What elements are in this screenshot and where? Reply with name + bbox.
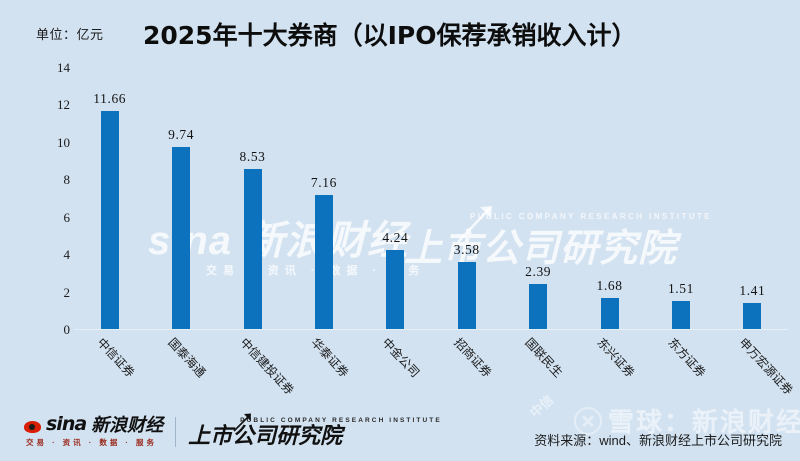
bar-value-label: 1.41 — [739, 282, 766, 298]
bar-value-label: 1.68 — [596, 277, 623, 293]
bar-value-label: 8.53 — [239, 149, 266, 165]
sina-eye-icon — [24, 419, 41, 433]
footer-brands: sina 新浪财经 交易 · 资讯 · 数据 · 服务 PUBLIC COMPA… — [24, 413, 442, 448]
x-label-slot: 中信证券 — [74, 332, 145, 402]
chart-title: 2025年十大券商（以IPO保荐承销收入计） — [143, 21, 637, 50]
bar-slot: 1.68 — [574, 60, 645, 329]
plot-area: 0 2 4 6 8 10 12 14 11.66 9.74 8.53 7.16 4.24 3.58 2.3… — [0, 60, 800, 337]
x-axis-labels: 中信证券 国泰海通 中信建投证券 华泰证券 中金公司 招商证券 国联民生 东兴证券 东方证券 申万… — [74, 332, 796, 402]
y-axis-tick: 12 — [57, 97, 70, 113]
x-label-slot: 招商证券 — [431, 332, 502, 402]
bar-series: 11.66 9.74 8.53 7.16 4.24 3.58 2.39 1.68 1.51 1.4… — [74, 60, 788, 329]
bar-value-label: 7.16 — [310, 175, 337, 191]
x-label-slot: 国泰海通 — [145, 332, 216, 402]
bar[interactable]: 1.51 — [668, 281, 693, 329]
axis-baseline — [74, 329, 788, 330]
bar-slot: 4.24 — [360, 60, 431, 329]
y-axis-tick: 0 — [63, 322, 71, 337]
bar-slot: 8.53 — [217, 60, 288, 329]
bar-value-label: 4.24 — [382, 229, 409, 245]
x-label-slot: 华泰证券 — [288, 332, 359, 402]
bar[interactable]: 7.16 — [311, 175, 336, 329]
y-axis-tick: 10 — [57, 134, 70, 150]
bar-slot: 2.39 — [502, 60, 573, 329]
bar[interactable]: 1.41 — [739, 283, 765, 329]
bar-value-label: 2.39 — [525, 264, 552, 280]
bar-slot: 11.66 — [74, 60, 145, 329]
bar[interactable]: 1.68 — [597, 278, 622, 329]
bar[interactable]: 4.24 — [382, 230, 408, 329]
sina-wordmark: sina — [46, 413, 87, 435]
footer-divider — [175, 416, 177, 447]
x-axis-category-label: 申万宏源证券 — [736, 335, 797, 398]
source-note: 资料来源：wind、新浪财经上市公司研究院 — [534, 433, 782, 448]
bar[interactable]: 2.39 — [525, 264, 551, 329]
y-axis-tick: 8 — [63, 172, 71, 188]
x-label-slot: 东兴证券 — [574, 332, 645, 402]
bar-slot: 3.58 — [431, 60, 502, 329]
sina-cn-name: 新浪财经 — [91, 415, 164, 435]
sina-logo-row: sina 新浪财经 — [24, 415, 163, 434]
y-axis-tick: 14 — [57, 60, 70, 75]
x-axis-category-label: 国泰海通 — [165, 335, 209, 381]
x-axis-category-label: 华泰证券 — [308, 335, 352, 381]
x-label-slot: 申万宏源证券 — [717, 332, 796, 402]
x-label-slot: 中金公司 — [360, 332, 431, 402]
bar[interactable]: 11.66 — [93, 91, 126, 329]
x-axis-category-label: 中信证券 — [94, 335, 137, 381]
x-label-slot: 中信建投证券 — [217, 332, 296, 402]
bar[interactable]: 8.53 — [240, 149, 265, 329]
x-axis-category-label: 中金公司 — [379, 335, 423, 381]
x-axis-category-label: 国联民生 — [522, 335, 566, 381]
bar-value-label: 9.74 — [168, 126, 195, 142]
bar-value-label: 1.51 — [667, 280, 694, 296]
x-axis-category-label: 东方证券 — [665, 335, 709, 381]
y-axis-tick: 4 — [63, 247, 71, 263]
institute-eng-name: PUBLIC COMPANY RESEARCH INSTITUTE — [240, 416, 442, 424]
x-axis-category-label: 东兴证券 — [593, 335, 637, 381]
bar-slot: 7.16 — [288, 60, 359, 329]
institute-arrow-icon — [233, 413, 252, 432]
x-axis-category-label: 招商证券 — [451, 335, 495, 381]
institute-cn-name: 上市公司研究院 — [188, 422, 343, 448]
sina-logo: sina 新浪财经 交易 · 资讯 · 数据 · 服务 — [24, 415, 163, 448]
bar-slot: 1.41 — [717, 60, 788, 329]
bar-value-label: 3.58 — [453, 242, 480, 258]
bar-slot: 9.74 — [145, 60, 216, 329]
bar-value-label: 11.66 — [93, 90, 127, 106]
bar[interactable]: 3.58 — [454, 242, 479, 329]
y-axis-tick: 6 — [63, 209, 71, 225]
x-label-slot: 东方证券 — [645, 332, 716, 402]
y-axis-tick: 2 — [63, 284, 71, 300]
x-label-slot: 国联民生 — [502, 332, 573, 402]
sina-tagline: 交易 · 资讯 · 数据 · 服务 — [26, 438, 157, 447]
institute-logo: PUBLIC COMPANY RESEARCH INSTITUTE 上市公司研究… — [188, 413, 442, 448]
bar-slot: 1.51 — [645, 60, 716, 329]
y-axis: 0 2 4 6 8 10 12 14 — [26, 60, 71, 337]
bar[interactable]: 9.74 — [168, 127, 194, 329]
footer: sina 新浪财经 交易 · 资讯 · 数据 · 服务 PUBLIC COMPA… — [0, 403, 800, 461]
unit-label: 单位：亿元 — [36, 27, 104, 42]
